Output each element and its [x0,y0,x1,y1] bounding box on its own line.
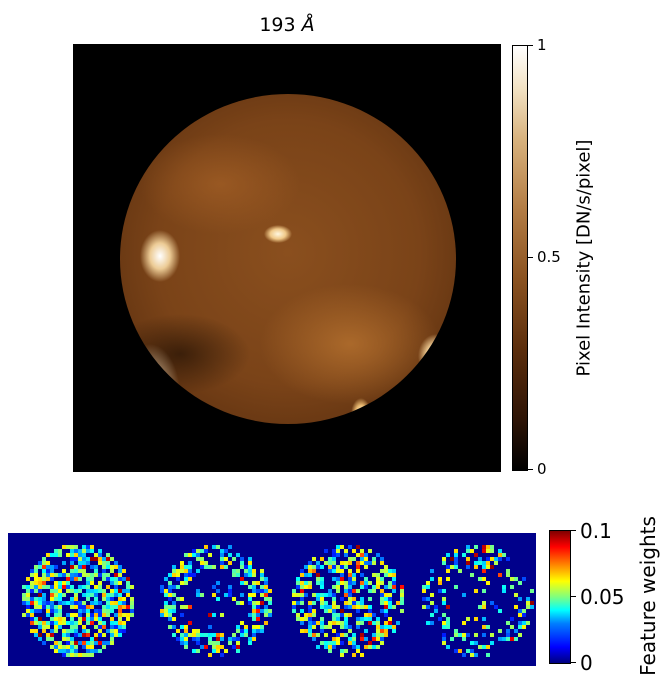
sun-image-panel [73,44,501,472]
weights-colorbar [549,530,571,664]
intensity-tick-1 [527,45,533,46]
intensity-tick-label-1: 1 [537,36,547,54]
weights-tick-0 [570,662,576,663]
weight-map-2 [160,545,272,657]
weight-map-1 [22,545,134,657]
intensity-tick-mid [527,257,533,258]
title-unit: Å [301,14,315,36]
weights-tick-label-mid: 0.05 [580,585,625,609]
weights-tick-label-top: 0.1 [580,519,612,543]
weight-map-3 [292,545,404,657]
title-wavelength: 193 [259,14,296,36]
intensity-tick-label-mid: 0.5 [537,248,561,266]
weights-colorbar-label: Feature weights [636,516,660,676]
solar-disk [120,94,456,424]
feature-weights-panel [8,533,536,666]
weights-tick-mid [570,596,576,597]
intensity-tick-label-0: 0 [537,460,547,478]
weight-map-4 [422,545,534,657]
intensity-colorbar [512,45,528,471]
feature-weights-maps [22,545,534,657]
weights-tick-label-0: 0 [580,651,593,675]
intensity-tick-0 [527,469,533,470]
image-title: 193 Å [73,14,501,36]
weights-tick-top [570,530,576,531]
intensity-colorbar-label: Pixel Intensity [DN/s/pixel] [573,139,595,377]
